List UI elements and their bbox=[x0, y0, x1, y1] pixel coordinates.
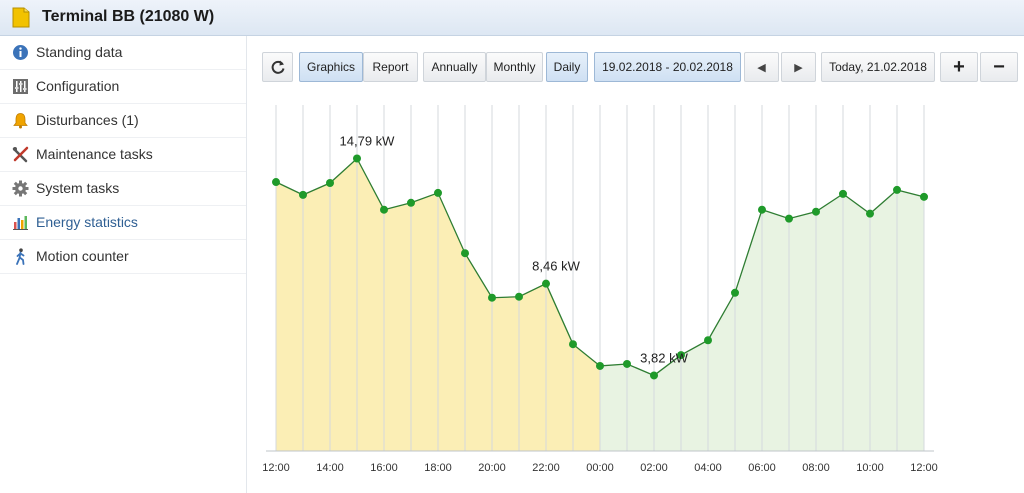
folder-icon bbox=[12, 7, 30, 28]
tools-icon bbox=[12, 146, 29, 163]
data-point bbox=[623, 359, 631, 368]
x-tick-label: 08:00 bbox=[802, 462, 830, 474]
bar-chart-icon bbox=[13, 216, 28, 230]
data-point bbox=[731, 288, 739, 297]
sidebar-item-configuration[interactable]: Configuration bbox=[0, 70, 246, 104]
data-point bbox=[839, 189, 847, 198]
triangle-right-icon: ▶ bbox=[794, 61, 803, 74]
data-point bbox=[785, 214, 793, 223]
x-tick-label: 20:00 bbox=[478, 462, 506, 474]
refresh-button[interactable] bbox=[262, 52, 293, 82]
data-point bbox=[542, 279, 550, 288]
bell-icon bbox=[13, 113, 28, 129]
zoom-out-button[interactable]: − bbox=[980, 52, 1018, 82]
x-tick-label: 22:00 bbox=[532, 462, 560, 474]
x-tick-label: 10:00 bbox=[856, 462, 884, 474]
sidebar-item-standing-data[interactable]: Standing data bbox=[0, 36, 246, 70]
title-bar: Terminal BB (21080 W) bbox=[0, 0, 1024, 36]
sidebar-item-label: Standing data bbox=[36, 44, 123, 60]
data-point bbox=[461, 249, 469, 258]
sidebar-item-disturbances[interactable]: Disturbances (1) bbox=[0, 104, 246, 138]
sliders-icon bbox=[13, 79, 28, 94]
today-button[interactable]: Today, 21.02.2018 bbox=[821, 52, 935, 82]
info-icon bbox=[13, 45, 28, 60]
data-point bbox=[650, 371, 658, 380]
x-tick-label: 12:00 bbox=[262, 462, 290, 474]
sidebar-item-system-tasks[interactable]: System tasks bbox=[0, 172, 246, 206]
data-point bbox=[380, 205, 388, 214]
data-point bbox=[920, 192, 928, 201]
sidebar-item-energy-statistics[interactable]: Energy statistics bbox=[0, 206, 246, 240]
sidebar-item-motion-counter[interactable]: Motion counter bbox=[0, 240, 246, 274]
sidebar-item-label: Energy statistics bbox=[36, 214, 138, 230]
data-point bbox=[353, 154, 361, 163]
data-point bbox=[866, 209, 874, 218]
date-range-field[interactable]: 19.02.2018 - 20.02.2018 bbox=[594, 52, 741, 82]
sidebar-item-label: Motion counter bbox=[36, 248, 129, 264]
refresh-icon bbox=[271, 60, 284, 74]
daily-button[interactable]: Daily bbox=[546, 52, 588, 82]
sidebar-item-maintenance-tasks[interactable]: Maintenance tasks bbox=[0, 138, 246, 172]
data-label: 3,82 kW bbox=[640, 350, 688, 365]
x-tick-label: 18:00 bbox=[424, 462, 452, 474]
report-button[interactable]: Report bbox=[363, 52, 418, 82]
data-point bbox=[488, 293, 496, 302]
data-point bbox=[272, 178, 280, 187]
zoom-in-button[interactable]: + bbox=[940, 52, 978, 82]
x-tick-label: 06:00 bbox=[748, 462, 776, 474]
data-point bbox=[812, 207, 820, 216]
data-point bbox=[407, 198, 415, 207]
x-tick-label: 02:00 bbox=[640, 462, 668, 474]
x-tick-label: 04:00 bbox=[694, 462, 722, 474]
data-label: 14,79 kW bbox=[340, 133, 396, 148]
triangle-left-icon: ◀ bbox=[757, 61, 766, 74]
x-tick-label: 12:00 bbox=[910, 462, 938, 474]
sidebar: Standing data Configuration Disturbances… bbox=[0, 36, 246, 493]
sidebar-item-label: System tasks bbox=[36, 180, 120, 196]
gear-icon bbox=[12, 180, 29, 197]
data-point bbox=[515, 292, 523, 301]
sidebar-item-label: Disturbances (1) bbox=[36, 112, 139, 128]
x-tick-label: 16:00 bbox=[370, 462, 398, 474]
walking-person-icon bbox=[16, 248, 25, 265]
data-point bbox=[677, 351, 685, 360]
annually-button[interactable]: Annually bbox=[423, 52, 486, 82]
sidebar-item-label: Configuration bbox=[36, 78, 120, 94]
energy-chart: 12:00 14:00 16:00 18:00 20:00 22:00 00:00 02:00… bbox=[262, 105, 938, 474]
data-point bbox=[299, 190, 307, 199]
data-point bbox=[596, 361, 604, 370]
sidebar-item-label: Maintenance tasks bbox=[36, 146, 153, 162]
graphics-button[interactable]: Graphics bbox=[299, 52, 363, 82]
x-tick-label: 00:00 bbox=[586, 462, 614, 474]
data-point bbox=[704, 336, 712, 345]
data-point bbox=[758, 205, 766, 214]
monthly-button[interactable]: Monthly bbox=[486, 52, 543, 82]
next-period-button[interactable]: ▶ bbox=[781, 52, 816, 82]
data-point bbox=[569, 340, 577, 349]
previous-period-button[interactable]: ◀ bbox=[744, 52, 779, 82]
data-point bbox=[326, 179, 334, 188]
data-point bbox=[434, 188, 442, 197]
x-tick-label: 14:00 bbox=[316, 462, 344, 474]
window-title: Terminal BB (21080 W) bbox=[42, 8, 215, 25]
data-label: 8,46 kW bbox=[532, 259, 580, 274]
data-point bbox=[893, 185, 901, 194]
